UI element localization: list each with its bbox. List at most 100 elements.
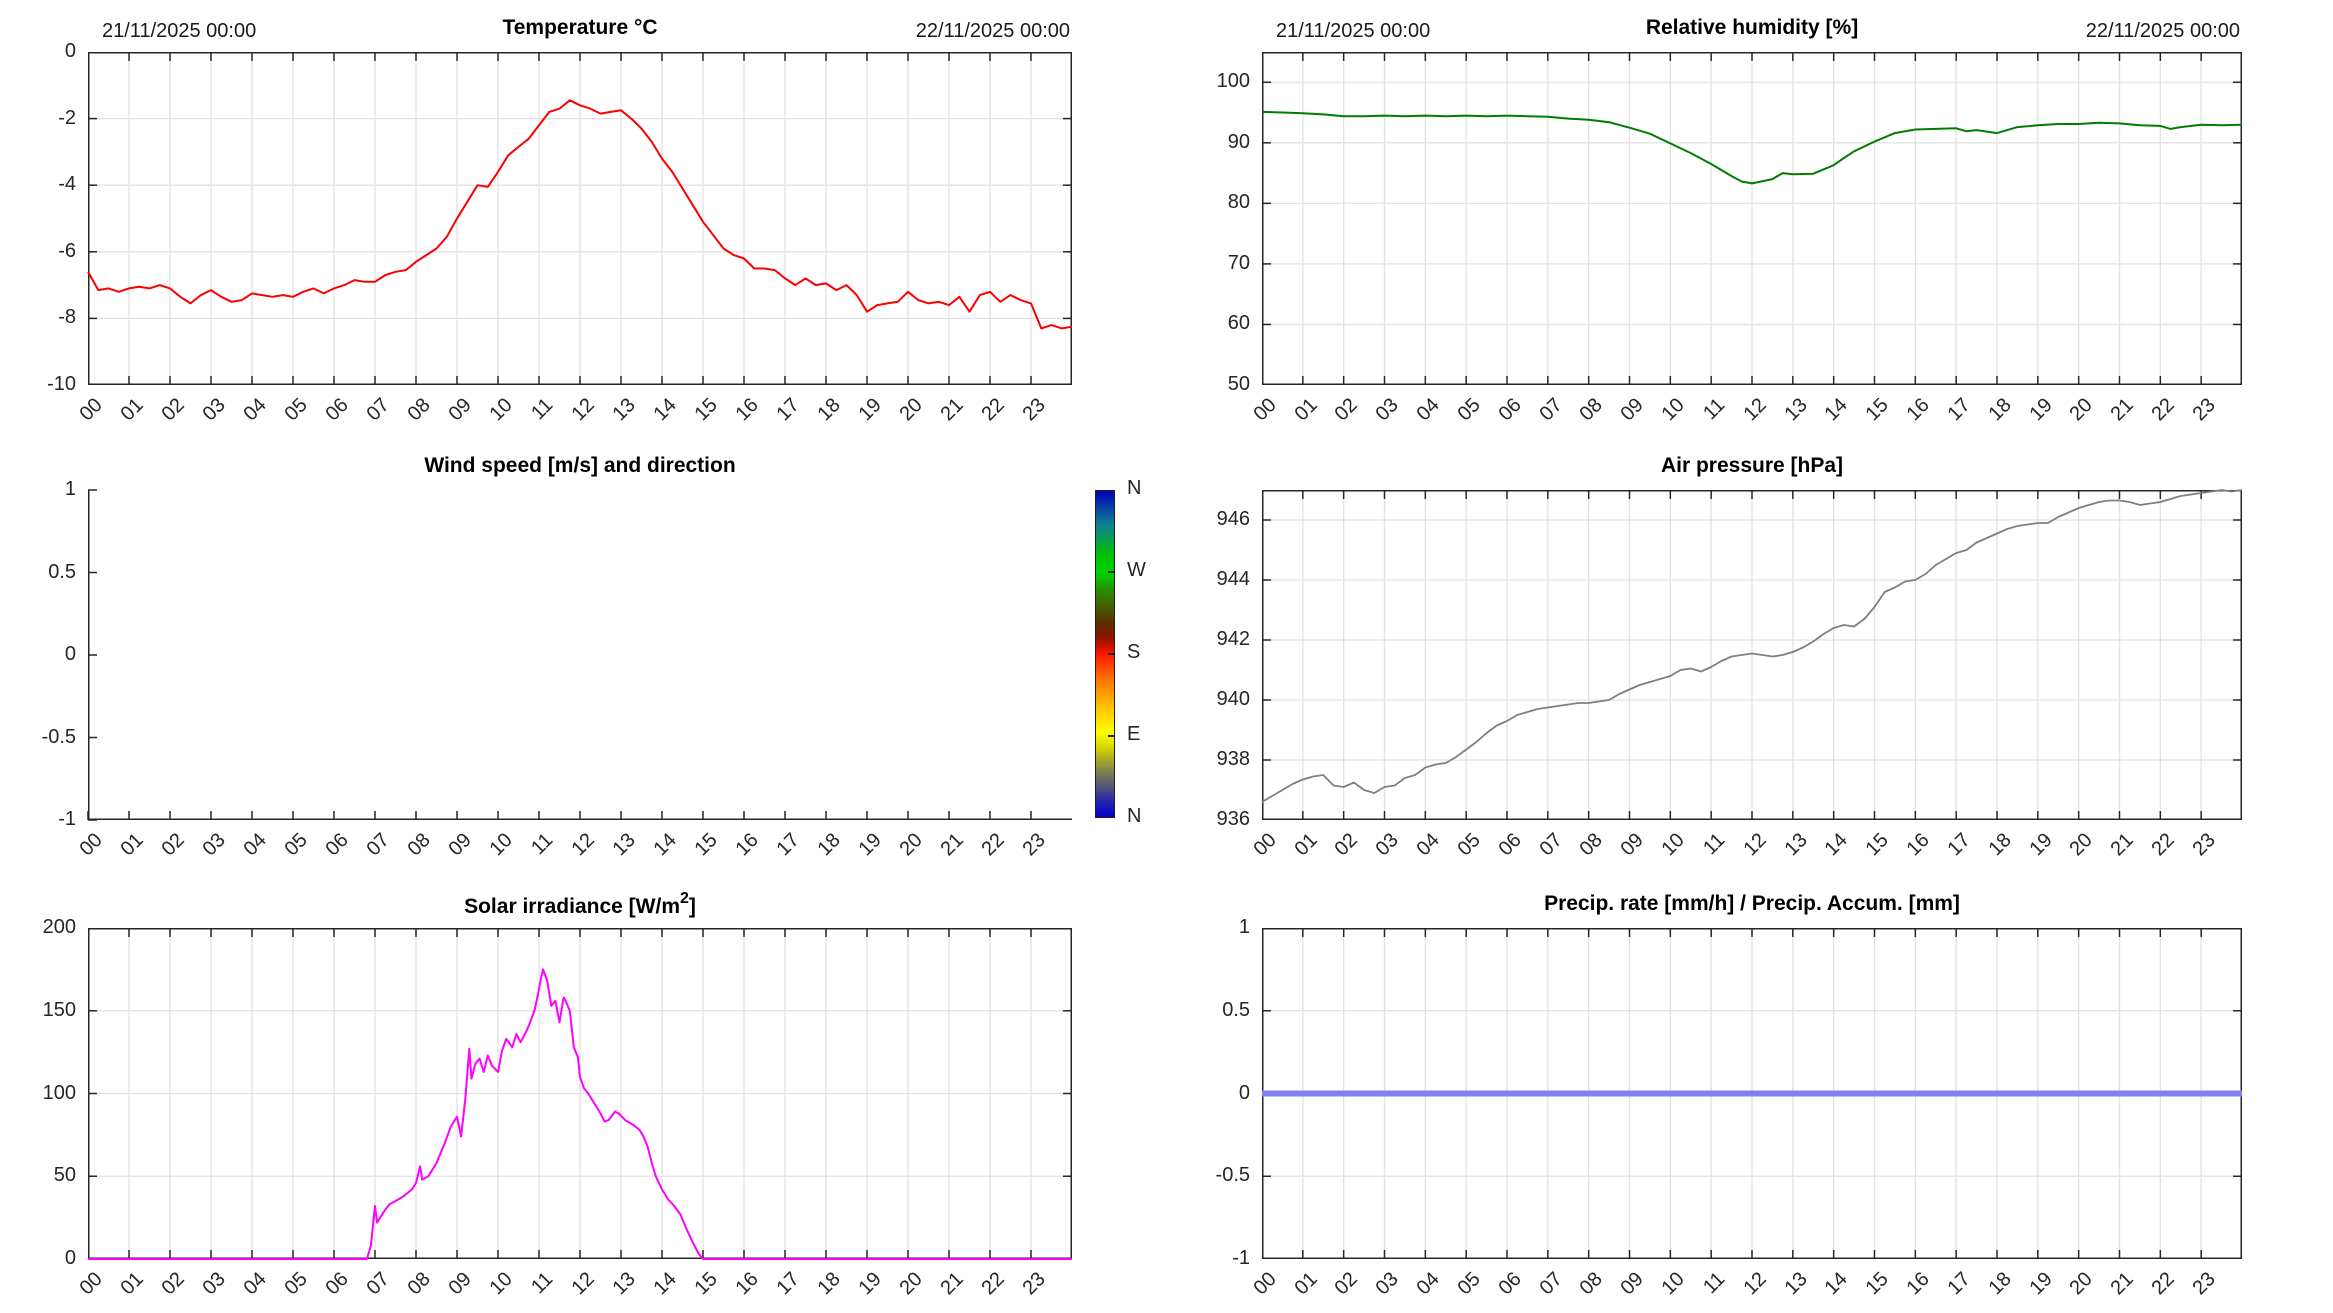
x-tick-label: 14: [649, 394, 681, 426]
y-tick-label: 1: [64, 478, 76, 500]
temperature-plot: [87, 52, 1073, 385]
x-tick-label: 02: [1330, 829, 1363, 861]
y-tick-label: 60: [1227, 312, 1250, 335]
x-tick-label: 04: [239, 394, 271, 426]
x-tick-label: 01: [116, 829, 148, 861]
x-tick-label: 21: [936, 1268, 968, 1300]
x-tick-label: 21: [936, 829, 968, 861]
y-tick-label: -0.5: [1215, 1164, 1250, 1187]
x-tick-label: 06: [1494, 1268, 1526, 1300]
colorbar-tick: [1108, 653, 1114, 655]
x-tick-label: 19: [854, 829, 886, 861]
y-tick-label: 0.5: [1222, 998, 1250, 1021]
x-tick-label: 06: [321, 829, 353, 861]
x-tick-label: 18: [1984, 1268, 2016, 1300]
x-tick-label: 01: [116, 1268, 148, 1300]
x-tick-label: 08: [1575, 394, 1608, 426]
x-tick-label: 07: [362, 1268, 394, 1300]
x-tick-label: 15: [690, 1268, 722, 1300]
x-tick-label: 07: [1535, 394, 1567, 426]
x-tick-label: 22: [977, 394, 1009, 426]
x-tick-label: 13: [1780, 829, 1812, 861]
y-tick-label: -0.5: [41, 725, 76, 748]
x-tick-label: 11: [527, 829, 558, 860]
x-tick-label: 05: [1453, 829, 1485, 861]
x-tick-label: 14: [1820, 1268, 1853, 1300]
x-tick-label: 13: [1780, 1268, 1812, 1300]
x-tick-label: 02: [1330, 394, 1363, 426]
x-tick-label: 10: [485, 829, 517, 861]
x-tick-label: 05: [280, 1268, 312, 1300]
x-tick-label: 21: [2106, 1268, 2139, 1300]
x-tick-label: 18: [1984, 394, 2016, 426]
x-tick-label: 23: [2188, 394, 2220, 426]
x-tick-label: 18: [813, 1268, 845, 1300]
x-tick-label: 20: [895, 1268, 927, 1300]
x-tick-label: 22: [2147, 829, 2179, 861]
y-tick-label: -2: [58, 106, 76, 129]
x-tick-label: 07: [362, 829, 394, 861]
y-tick-label: -4: [58, 173, 76, 196]
x-tick-label: 04: [239, 829, 271, 861]
x-tick-label: 00: [75, 1268, 107, 1300]
x-tick-label: 15: [690, 829, 722, 861]
x-tick-label: 10: [485, 1268, 517, 1300]
x-tick-label: 09: [1616, 829, 1649, 861]
x-tick-label: 20: [2065, 829, 2098, 861]
x-tick-label: 22: [2147, 394, 2179, 426]
x-tick-label: 23: [2188, 1268, 2220, 1300]
x-tick-label: 13: [608, 394, 640, 426]
date-start-label: 21/11/2025 00:00: [102, 20, 257, 42]
x-tick-label: 17: [772, 1268, 804, 1300]
y-tick-label: -1: [58, 808, 76, 830]
colorbar-direction-label: N: [1127, 477, 1142, 499]
x-tick-label: 20: [895, 829, 927, 861]
x-tick-label: 04: [1412, 829, 1444, 861]
y-tick-label: 0: [64, 1247, 76, 1269]
x-tick-label: 02: [157, 1268, 189, 1300]
panel-wind: Wind speed [m/s] and direction 1 0.5 0 -0.5…: [42, 454, 1072, 860]
y-tick-label: 946: [1216, 508, 1250, 530]
x-tick-label: 13: [608, 1268, 640, 1300]
y-tick-label: 90: [1227, 130, 1250, 153]
x-tick-label: 05: [1453, 394, 1485, 426]
x-tick-label: 19: [2025, 1268, 2057, 1300]
x-tick-label: 12: [1739, 1268, 1771, 1300]
y-tick-label: 150: [42, 998, 76, 1021]
x-tick-label: 12: [567, 1268, 599, 1300]
x-tick-label: 23: [1018, 394, 1050, 426]
x-tick-label: 03: [198, 829, 230, 861]
x-tick-label: 14: [1820, 829, 1853, 861]
precip-plot: [1262, 928, 2242, 1259]
y-tick-label: 936: [1216, 808, 1250, 830]
colorbar-direction-label: W: [1127, 559, 1146, 581]
colorbar-direction-label: N: [1127, 805, 1142, 827]
x-tick-label: 19: [854, 394, 886, 426]
x-tick-label: 03: [198, 394, 230, 426]
wind-title: Wind speed [m/s] and direction: [424, 454, 736, 477]
y-tick-label: 50: [1227, 373, 1250, 395]
x-tick-label: 08: [403, 394, 435, 426]
y-tick-label: 200: [42, 916, 76, 938]
x-tick-label: 05: [280, 394, 312, 426]
x-tick-label: 03: [198, 1268, 230, 1300]
temperature-title: Temperature °C: [502, 16, 658, 39]
x-tick-label: 17: [1943, 394, 1975, 426]
y-tick-label: 944: [1216, 568, 1250, 590]
x-tick-label: 21: [2106, 829, 2139, 861]
date-start-label: 21/11/2025 00:00: [1276, 20, 1431, 42]
x-tick-label: 16: [731, 1268, 763, 1300]
date-end-label: 22/11/2025 00:00: [915, 20, 1070, 42]
x-tick-label: 18: [813, 829, 845, 861]
x-tick-label: 20: [2065, 394, 2098, 426]
x-tick-label: 20: [895, 394, 927, 426]
x-tick-label: 21: [2106, 394, 2139, 426]
x-tick-label: 10: [1657, 829, 1689, 861]
x-tick-label: 16: [1902, 394, 1934, 426]
y-tick-label: -6: [58, 239, 76, 262]
x-tick-label: 01: [116, 394, 148, 426]
x-tick-label: 02: [157, 829, 189, 861]
panel-humidity: Relative humidity [%] 21/11/2025 00:00 2…: [1217, 16, 2243, 425]
x-tick-label: 09: [1616, 394, 1649, 426]
